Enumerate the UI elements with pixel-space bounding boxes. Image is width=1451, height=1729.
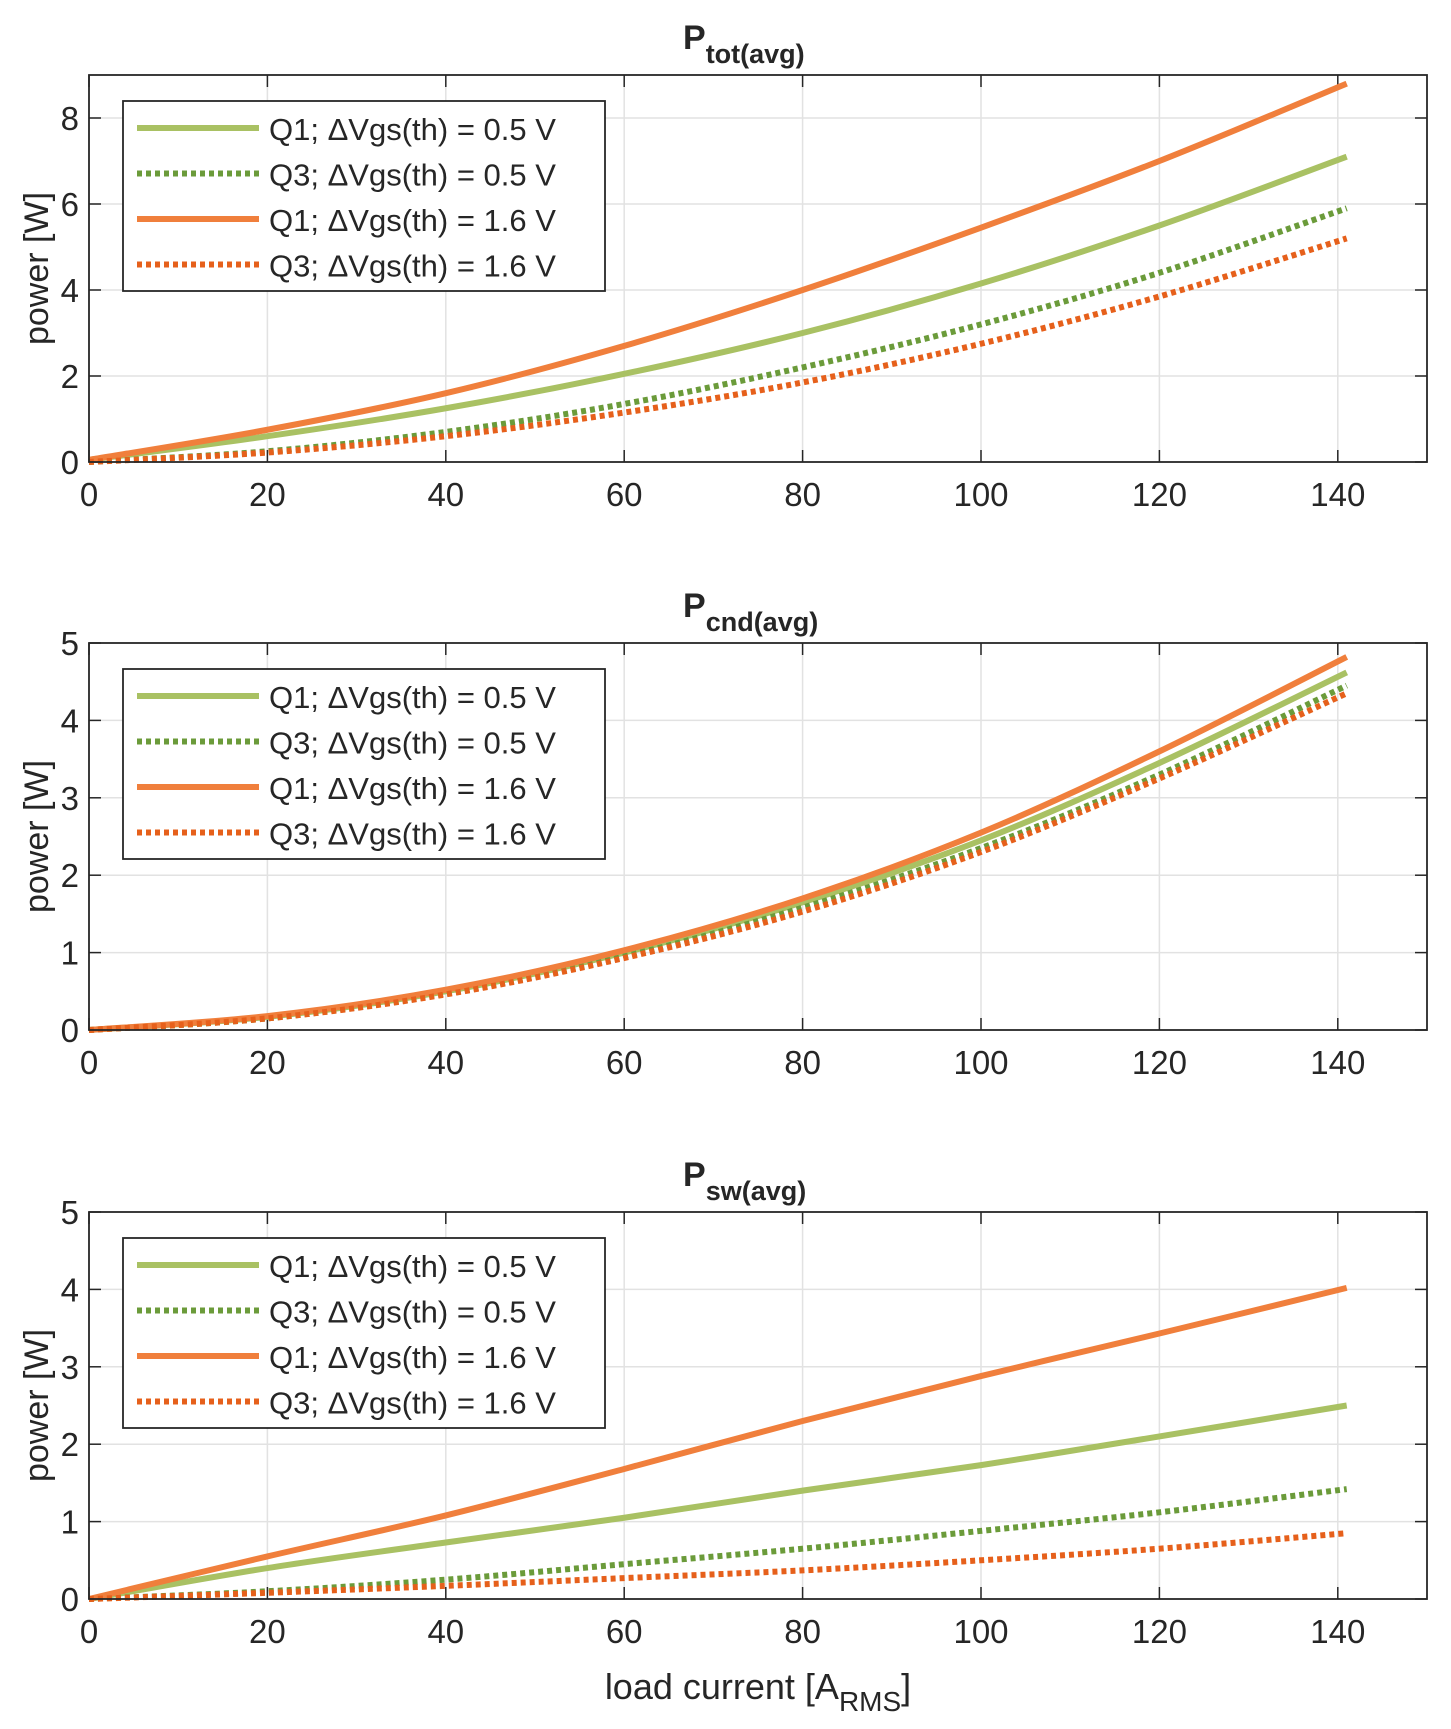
legend-entry: Q1; ΔVgs(th) = 0.5 V: [269, 112, 556, 147]
legend: Q1; ΔVgs(th) = 0.5 V Q3; ΔVgs(th) = 0.5 V…: [122, 100, 606, 292]
title-subscript: cnd(avg): [706, 607, 819, 637]
axes-box: [88, 642, 1428, 1031]
x-tick-label: 40: [427, 476, 464, 513]
y-tick-label: 3: [61, 1349, 79, 1386]
y-tick-label: 4: [61, 272, 79, 309]
y-tick-label: 0: [61, 1012, 79, 1049]
legend: Q1; ΔVgs(th) = 0.5 V Q3; ΔVgs(th) = 0.5 V…: [122, 1237, 606, 1429]
x-tick-label: 140: [1310, 476, 1365, 513]
chart-title: Psw(avg): [683, 1156, 806, 1206]
x-tick-label: 60: [606, 1044, 643, 1081]
y-tick-label: 2: [61, 358, 79, 395]
x-label-main: load current [A: [605, 1666, 839, 1707]
title-subscript: sw(avg): [706, 1176, 807, 1206]
x-tick-label: 140: [1310, 1613, 1365, 1650]
y-tick-label: 5: [61, 625, 79, 662]
y-tick-label: 0: [61, 444, 79, 481]
x-tick-label: 100: [953, 1613, 1008, 1650]
y-tick-label: 3: [61, 780, 79, 817]
y-tick-label: 5: [61, 1194, 79, 1231]
x-tick-label: 40: [427, 1613, 464, 1650]
x-tick-label: 20: [249, 1613, 286, 1650]
y-tick-label: 2: [61, 1426, 79, 1463]
series-line-3: [88, 654, 1349, 1033]
y-axis-label: power [W]: [18, 760, 56, 913]
legend-entry: Q1; ΔVgs(th) = 1.6 V: [269, 771, 556, 806]
series-line-3: [88, 80, 1348, 463]
series-line-3: [88, 1284, 1348, 1602]
x-tick-label: 80: [784, 476, 821, 513]
legend: Q1; ΔVgs(th) = 0.5 V Q3; ΔVgs(th) = 0.5 V…: [122, 668, 606, 860]
y-tick-label: 0: [61, 1581, 79, 1618]
title-main: P: [683, 19, 706, 57]
x-tick-label: 80: [784, 1044, 821, 1081]
legend-entry: Q1; ΔVgs(th) = 0.5 V: [269, 680, 556, 715]
series-line-4: [88, 235, 1348, 465]
x-tick-label: 0: [80, 476, 98, 513]
series-line-4: [88, 1530, 1347, 1602]
x-tick-label: 60: [606, 1613, 643, 1650]
x-tick-label: 0: [80, 1044, 98, 1081]
x-label-subscript: RMS: [839, 1686, 901, 1717]
axes-box: [88, 74, 1428, 463]
title-subscript: tot(avg): [706, 39, 805, 69]
legend-box: [122, 100, 606, 292]
x-tick-label: 100: [953, 1044, 1008, 1081]
subplot-1: 0 20 40 60 80 100 120 140 0 2 4 6 8 Q1; ΔVgs(th) = 0.…: [18, 19, 1428, 513]
x-tick-label: 60: [606, 476, 643, 513]
x-tick-label: 0: [80, 1613, 98, 1650]
legend-entry: Q3; ΔVgs(th) = 1.6 V: [269, 1386, 556, 1421]
title-main: P: [683, 587, 706, 625]
legend-entry: Q3; ΔVgs(th) = 0.5 V: [269, 1295, 556, 1330]
y-tick-label: 2: [61, 857, 79, 894]
legend-entry: Q3; ΔVgs(th) = 0.5 V: [269, 726, 556, 761]
y-tick-label: 1: [61, 1504, 79, 1541]
x-tick-label: 40: [427, 1044, 464, 1081]
chart-title: Ptot(avg): [683, 19, 805, 69]
title-main: P: [683, 1156, 706, 1194]
x-tick-label: 20: [249, 476, 286, 513]
x-tick-label: 80: [784, 1613, 821, 1650]
x-axis-label: load current [ARMS]: [605, 1666, 911, 1717]
legend-box: [122, 668, 606, 860]
x-tick-label: 140: [1310, 1044, 1365, 1081]
x-tick-label: 120: [1132, 476, 1187, 513]
y-axis-label: power [W]: [18, 192, 56, 345]
y-tick-label: 4: [61, 1271, 79, 1308]
y-axis-label: power [W]: [18, 1329, 56, 1482]
legend-entry: Q3; ΔVgs(th) = 0.5 V: [269, 158, 556, 193]
legend-entry: Q3; ΔVgs(th) = 1.6 V: [269, 249, 556, 284]
series-line-4: [88, 690, 1348, 1033]
y-tick-label: 8: [61, 100, 79, 137]
legend-entry: Q1; ΔVgs(th) = 0.5 V: [269, 1249, 556, 1284]
subplot-2: 0 20 40 60 80 100 120 140 0 1 2 3 4 5 Q1; ΔVgs(th) = 0…: [18, 587, 1428, 1081]
y-tick-label: 6: [61, 186, 79, 223]
x-tick-label: 120: [1132, 1613, 1187, 1650]
legend-entry: Q3; ΔVgs(th) = 1.6 V: [269, 817, 556, 852]
x-label-end: ]: [901, 1666, 911, 1707]
x-tick-label: 100: [953, 476, 1008, 513]
series-line-1: [88, 1402, 1348, 1602]
legend-entry: Q1; ΔVgs(th) = 1.6 V: [269, 1340, 556, 1375]
legend-entry: Q1; ΔVgs(th) = 1.6 V: [269, 203, 556, 238]
x-tick-label: 20: [249, 1044, 286, 1081]
y-tick-label: 4: [61, 702, 79, 739]
subplot-3: 0 20 40 60 80 100 120 140 0 1 2 3 4 5 Q1; ΔVgs(th) = 0…: [18, 1156, 1428, 1717]
y-tick-label: 1: [61, 935, 79, 972]
chart-title: Pcnd(avg): [683, 587, 818, 637]
legend-box: [122, 1237, 606, 1429]
x-tick-label: 120: [1132, 1044, 1187, 1081]
series-line-1: [88, 153, 1348, 463]
axes-box: [88, 1211, 1428, 1600]
